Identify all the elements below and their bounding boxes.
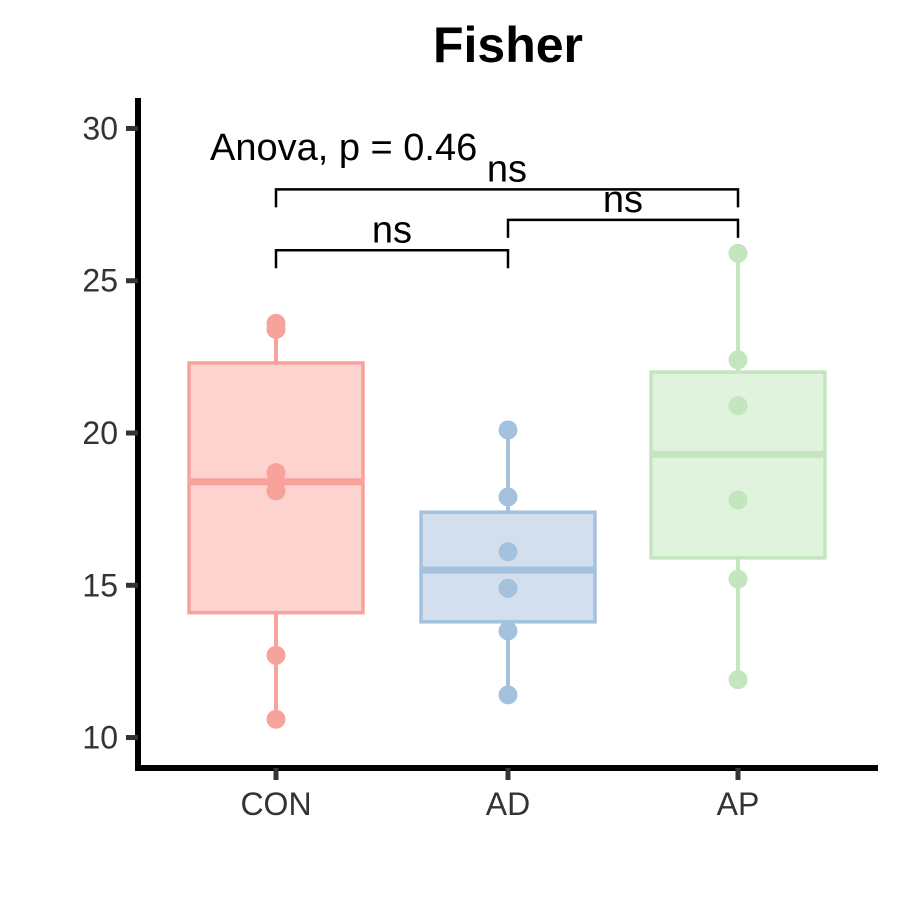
comparison-bracket: ns [506,179,740,238]
y-tick-label: 10 [82,720,118,756]
chart-title: Fisher [433,17,583,73]
data-point [266,481,286,501]
data-point [498,420,518,440]
comparison-bracket: ns [274,209,510,269]
data-point [728,396,748,416]
axes: 10 15 20 25 30 CON AD AP [82,98,878,822]
anova-annotation: Anova, p = 0.46 [210,127,477,169]
data-point [498,621,518,641]
x-tick-label: AD [486,786,530,822]
x-tick-label: CON [240,786,311,822]
data-point [498,685,518,705]
data-point [498,578,518,598]
data-point [728,670,748,690]
data-point [728,350,748,370]
data-point [498,487,518,507]
box-group-con [187,313,365,729]
x-tick-label: AP [717,786,760,822]
comparison-bracket: ns [274,148,740,208]
significance-label: ns [487,148,527,190]
data-point [266,319,286,339]
data-point [728,569,748,589]
data-point [266,709,286,729]
box-group-ad [419,420,597,705]
y-tick-label: 30 [82,110,118,146]
y-tick-label: 25 [82,263,118,299]
y-tick-label: 20 [82,415,118,451]
significance-label: ns [603,179,643,221]
data-point [728,243,748,263]
data-point [266,645,286,665]
boxes-layer [187,243,827,729]
bracket-line [506,218,740,238]
y-tick-label: 15 [82,567,118,603]
box-group-ap [649,243,827,690]
data-point [498,542,518,562]
significance-label: ns [372,209,412,251]
data-point [728,490,748,510]
comparisons-layer: ns ns ns [274,148,740,269]
bracket-line [274,188,740,208]
bracket-line [274,249,510,269]
